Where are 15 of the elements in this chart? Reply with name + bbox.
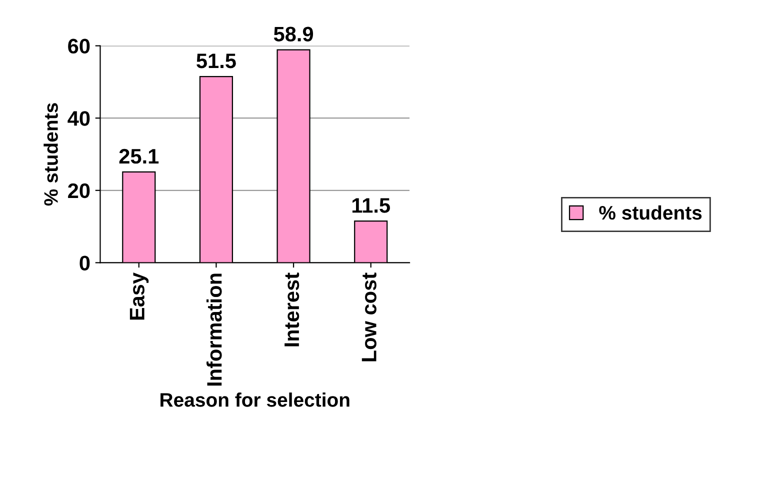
legend-label: % students — [599, 205, 702, 220]
y-tick-label: 0 — [80, 256, 90, 270]
x-tick-label: Low cost — [362, 272, 376, 362]
data-label: 25.1 — [119, 148, 159, 164]
x-tick-label: Information — [206, 274, 222, 386]
data-label: 51.5 — [196, 54, 236, 68]
y-tick-label: 40 — [68, 111, 90, 126]
x-tick-label: Easy — [130, 272, 149, 320]
data-label: 58.9 — [274, 26, 314, 42]
x-tick-label: Interest — [284, 272, 300, 346]
x-axis-title: Reason for selection — [160, 392, 350, 407]
y-tick-label: 60 — [68, 38, 90, 54]
y-tick-label: 20 — [68, 183, 90, 198]
y-axis-title: % students — [44, 103, 58, 206]
data-label: 11.5 — [352, 198, 390, 213]
